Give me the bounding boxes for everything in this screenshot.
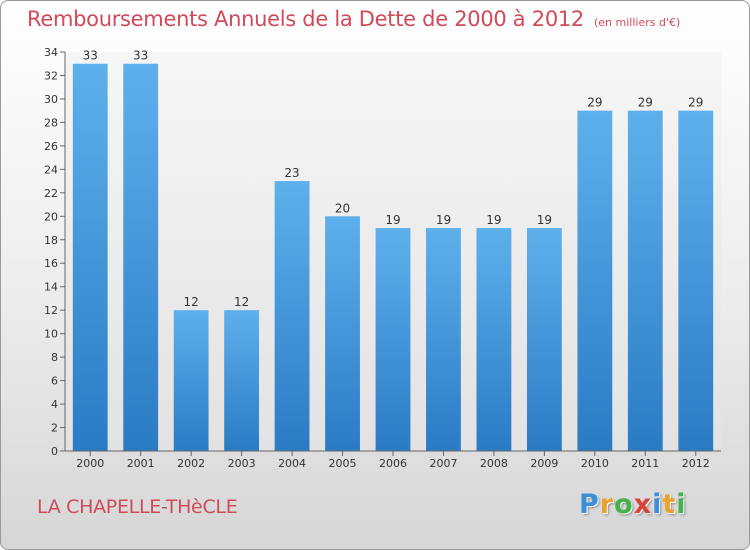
y-tick-label: 2 <box>51 422 58 435</box>
x-tick-label: 2010 <box>581 457 609 470</box>
bar <box>627 110 663 452</box>
x-tick-label: 2009 <box>530 457 558 470</box>
x-tick-label: 2004 <box>278 457 306 470</box>
x-tick-label: 2001 <box>127 457 155 470</box>
bar <box>72 63 108 452</box>
chart-title-text: Remboursements Annuels de la Dette de 20… <box>27 7 584 31</box>
bar-value-label: 33 <box>133 49 148 63</box>
y-tick-label: 26 <box>44 140 58 153</box>
x-tick-label: 2002 <box>177 457 205 470</box>
y-tick-label: 8 <box>51 351 58 364</box>
y-tick-label: 20 <box>44 210 58 223</box>
x-axis: 2000 2001 2002 2003 2004 2005 2006 2007 2008 2009… <box>65 450 721 470</box>
y-tick-label: 16 <box>44 257 58 270</box>
bar-value-label: 19 <box>436 213 451 227</box>
logo-letter: P <box>579 489 600 520</box>
logo-letter: x <box>633 489 653 520</box>
chart-unit: (en milliers d'€) <box>594 16 681 29</box>
bar-value-label: 29 <box>587 96 602 110</box>
bar-value-label: 19 <box>486 213 501 227</box>
bar <box>577 110 613 452</box>
y-tick-label: 6 <box>51 375 58 388</box>
x-tick-label: 2000 <box>76 457 104 470</box>
bar <box>375 228 411 451</box>
bar-value-label: 19 <box>537 213 552 227</box>
x-tick-label: 2003 <box>228 457 256 470</box>
x-tick-label: 2007 <box>429 457 457 470</box>
bar-value-label: 33 <box>83 49 98 63</box>
y-tick-label: 24 <box>44 163 58 176</box>
bar <box>526 228 562 451</box>
logo-letter: o <box>614 489 634 520</box>
bar-value-label: 29 <box>688 96 703 110</box>
bar <box>476 228 512 451</box>
y-tick-label: 30 <box>44 93 58 106</box>
chart-title: Remboursements Annuels de la Dette de 20… <box>27 7 680 31</box>
y-tick-label: 14 <box>44 281 58 294</box>
y-tick-label: 28 <box>44 116 58 129</box>
bar-value-label: 23 <box>284 166 299 180</box>
logo-letter: r <box>599 489 615 520</box>
x-tick-label: 2008 <box>480 457 508 470</box>
y-tick-label: 4 <box>51 398 58 411</box>
bar <box>123 63 159 452</box>
y-tick-label: 32 <box>44 69 58 82</box>
bar-value-label: 19 <box>385 213 400 227</box>
bar <box>173 310 209 451</box>
bar-value-label: 29 <box>638 96 653 110</box>
x-tick-label: 2011 <box>631 457 659 470</box>
bar <box>426 228 461 451</box>
y-tick-label: 10 <box>44 328 58 341</box>
x-tick-label: 2005 <box>329 457 357 470</box>
logo-letter: i <box>676 489 687 520</box>
commune-name: LA CHAPELLE-THèCLE <box>37 496 238 518</box>
bar <box>224 310 260 451</box>
y-tick-label: 0 <box>51 445 58 458</box>
bar <box>678 110 714 452</box>
logo-letter: i <box>652 489 663 520</box>
y-tick-label: 34 <box>44 46 58 59</box>
bar-value-label: 12 <box>184 295 199 309</box>
logo-letter: t <box>662 489 677 520</box>
proxiti-logo: Proxiti <box>579 489 687 520</box>
bar <box>325 216 360 451</box>
bars: 33 33 12 12 23 20 19 19 19 19 29 29 29 <box>72 49 714 452</box>
bar-value-label: 12 <box>234 295 249 309</box>
x-tick-label: 2006 <box>379 457 407 470</box>
y-tick-label: 18 <box>44 234 58 247</box>
y-tick-label: 12 <box>44 304 58 317</box>
y-tick-label: 22 <box>44 187 58 200</box>
bar-value-label: 20 <box>335 201 350 215</box>
x-tick-label: 2012 <box>682 457 710 470</box>
bar <box>274 181 310 451</box>
